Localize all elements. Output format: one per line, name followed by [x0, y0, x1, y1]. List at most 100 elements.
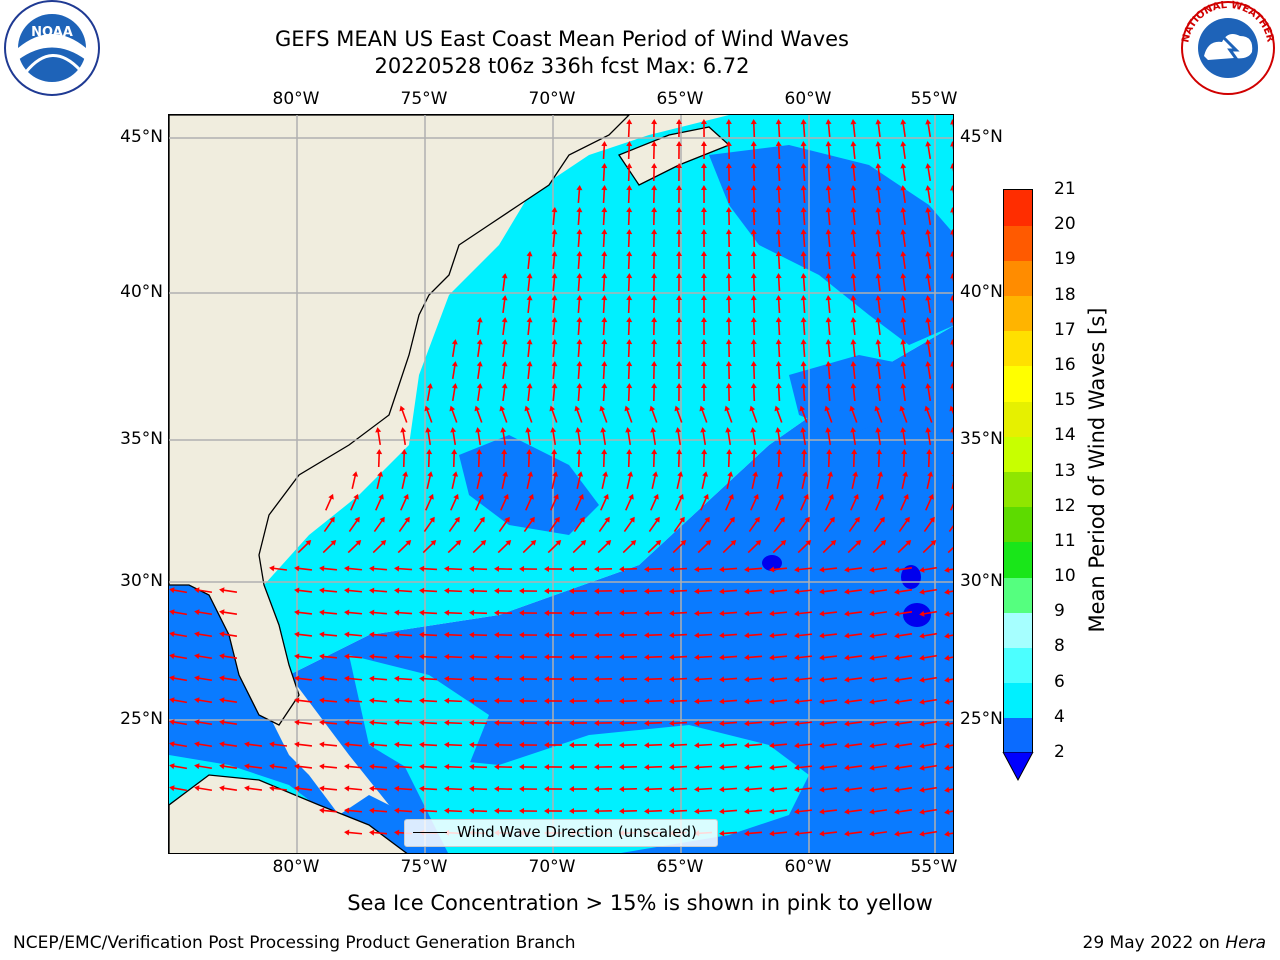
wind-wave-arrow	[526, 251, 533, 270]
wind-wave-arrow	[725, 361, 732, 380]
wind-wave-arrow	[494, 587, 513, 594]
wind-wave-arrow	[769, 632, 788, 639]
wind-wave-arrow	[526, 317, 533, 336]
wind-wave-arrow	[501, 339, 508, 358]
wind-wave-arrow	[819, 588, 838, 595]
wind-wave-arrow	[419, 631, 438, 638]
wind-wave-arrow	[569, 610, 588, 617]
wind-wave-arrow	[419, 565, 438, 572]
lat-label-right: 25°N	[960, 709, 1003, 729]
wind-wave-arrow	[269, 785, 288, 792]
wind-wave-arrow	[950, 207, 953, 226]
wind-wave-arrow	[719, 654, 738, 661]
wind-wave-arrow	[919, 720, 938, 727]
wind-wave-arrow	[394, 653, 413, 660]
wind-wave-arrow	[676, 163, 683, 182]
wind-wave-arrow	[900, 339, 907, 358]
wind-wave-arrow	[169, 631, 188, 638]
wind-wave-arrow	[323, 516, 335, 533]
wind-wave-arrow	[601, 251, 608, 270]
wind-wave-arrow	[448, 516, 460, 533]
legend-label: Wind Wave Direction (unscaled)	[457, 823, 697, 841]
wind-wave-arrow	[526, 449, 533, 468]
wind-wave-arrow	[899, 405, 908, 423]
wind-wave-arrow	[644, 654, 663, 661]
colorbar-segment	[1004, 401, 1032, 437]
wind-wave-arrow	[369, 565, 388, 572]
wind-wave-arrow	[844, 764, 863, 771]
wind-wave-arrow	[875, 339, 882, 358]
lat-label-left: 25°N	[120, 709, 163, 729]
wind-wave-arrow	[744, 632, 763, 639]
wind-wave-arrow	[801, 449, 808, 468]
wind-wave-arrow	[876, 449, 883, 468]
map-panel: Wind Wave Direction (unscaled)	[168, 114, 954, 854]
wind-wave-arrow	[723, 516, 735, 533]
wind-wave-arrow	[469, 719, 488, 726]
wind-wave-arrow	[469, 609, 488, 616]
wind-wave-arrow	[644, 808, 663, 815]
wind-wave-arrow	[394, 741, 413, 748]
wind-wave-arrow	[398, 516, 410, 533]
wind-wave-arrow	[344, 829, 363, 836]
wind-wave-arrow	[769, 610, 788, 617]
wind-wave-arrow	[169, 719, 188, 726]
wind-wave-arrow	[925, 229, 932, 248]
wind-wave-arrow	[719, 566, 738, 573]
wind-wave-arrow	[700, 229, 707, 248]
wind-wave-arrow	[501, 295, 508, 314]
lat-label-right: 40°N	[960, 282, 1003, 302]
wind-wave-arrow	[897, 540, 912, 554]
wind-wave-arrow	[924, 405, 933, 423]
wind-wave-arrow	[494, 565, 513, 572]
wind-wave-arrow	[244, 763, 263, 770]
wind-wave-arrow	[919, 698, 938, 705]
wind-wave-arrow	[824, 405, 833, 423]
wind-wave-arrow	[551, 295, 558, 314]
ocean-2-4s	[459, 435, 599, 535]
wind-wave-arrow	[775, 251, 782, 270]
wind-wave-arrow	[676, 229, 683, 248]
wind-wave-arrow	[519, 719, 538, 726]
wind-wave-arrow	[394, 631, 413, 638]
wind-wave-arrow	[444, 719, 463, 726]
wind-wave-arrow	[894, 698, 913, 705]
wind-wave-arrow	[576, 449, 583, 468]
wind-wave-arrow	[825, 141, 832, 160]
wind-wave-direction-arrows	[169, 119, 953, 837]
wind-wave-arrow	[922, 540, 937, 554]
wind-wave-arrow	[800, 273, 807, 292]
wind-wave-arrow	[825, 339, 832, 358]
wind-wave-arrow	[494, 785, 513, 792]
wind-wave-arrow	[844, 676, 863, 683]
wind-wave-arrow	[800, 339, 807, 358]
wind-wave-arrow	[475, 427, 482, 446]
colorbar-tick-label: 15	[1054, 390, 1076, 411]
wind-wave-arrow	[698, 516, 710, 533]
wind-wave-arrow	[669, 808, 688, 815]
wind-wave-arrow	[551, 471, 559, 489]
wind-wave-arrow	[422, 540, 437, 554]
wind-wave-arrow	[519, 587, 538, 594]
wind-wave-arrow	[424, 405, 433, 423]
wind-wave-arrow	[369, 719, 388, 726]
wind-wave-arrow	[219, 653, 238, 660]
wind-wave-arrow	[619, 632, 638, 639]
wind-wave-arrow	[769, 676, 788, 683]
wind-wave-arrow	[194, 609, 213, 616]
wind-wave-arrow	[751, 449, 758, 468]
wind-wave-arrow	[769, 830, 788, 837]
lon-label-bottom: 65°W	[656, 857, 704, 877]
wind-wave-arrow	[651, 185, 658, 204]
wind-wave-arrow	[919, 588, 938, 595]
wind-wave-arrow	[944, 742, 953, 749]
wind-wave-arrow	[775, 317, 782, 336]
wind-wave-arrow	[501, 383, 508, 402]
wind-wave-arrow	[419, 719, 438, 726]
wind-wave-arrow	[444, 631, 463, 638]
wind-wave-arrow	[775, 295, 782, 314]
wind-wave-arrow	[844, 742, 863, 749]
wind-wave-arrow	[444, 609, 463, 616]
wind-wave-arrow	[694, 654, 713, 661]
lon-label-bottom: 75°W	[400, 857, 448, 877]
